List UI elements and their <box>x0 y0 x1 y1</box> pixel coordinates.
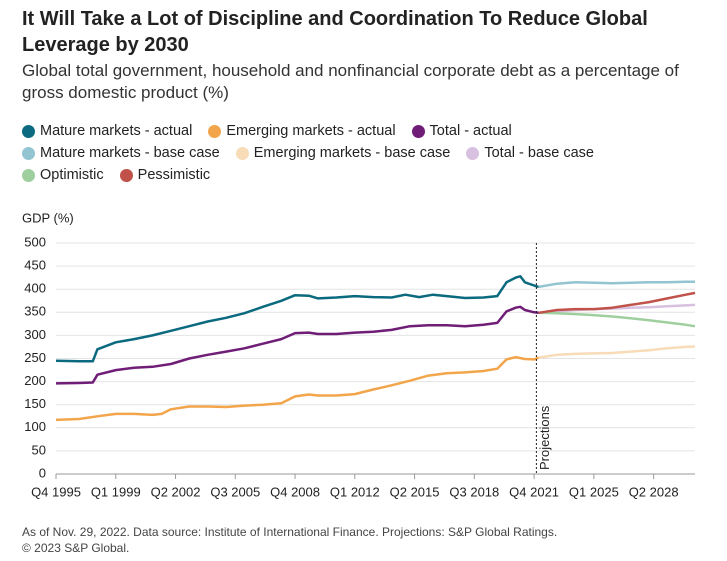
legend-marker <box>22 168 35 182</box>
legend-item: Emerging markets - base case <box>235 145 451 161</box>
x-tick-label: Q4 2021 <box>509 484 559 499</box>
legend: Mature markets - actual Emerging markets … <box>22 120 722 186</box>
y-tick-label: 400 <box>24 281 46 296</box>
x-tick-label: Q1 2025 <box>569 484 619 499</box>
y-tick-label: 450 <box>24 258 46 273</box>
legend-item: Total - actual <box>411 123 512 139</box>
legend-label: Emerging markets - actual <box>226 123 396 139</box>
x-tick-label: Q3 2005 <box>210 484 260 499</box>
footnote: As of Nov. 29, 2022. Data source: Instit… <box>22 524 557 556</box>
legend-label: Optimistic <box>40 167 104 183</box>
x-tick-label: Q4 2008 <box>270 484 320 499</box>
y-tick-label: 100 <box>24 419 46 434</box>
legend-item: Mature markets - base case <box>22 145 220 161</box>
legend-item: Total - base case <box>466 145 594 161</box>
legend-item: Pessimistic <box>119 167 211 183</box>
legend-label: Pessimistic <box>137 167 211 183</box>
x-tick-label: Q4 1995 <box>31 484 81 499</box>
legend-marker <box>235 146 249 160</box>
legend-label: Mature markets - base case <box>40 145 220 161</box>
legend-marker <box>208 124 222 138</box>
legend-marker <box>22 146 35 160</box>
line-series <box>538 311 696 328</box>
legend-item: Emerging markets - actual <box>208 123 396 139</box>
line-series <box>55 305 539 385</box>
chart-title: It Will Take a Lot of Discipline and Coo… <box>22 8 648 56</box>
line-series <box>538 345 696 359</box>
y-tick-label: 500 <box>24 234 46 249</box>
y-axis-label: GDP (%) <box>22 210 74 225</box>
line-series <box>55 355 540 422</box>
legend-label: Total - actual <box>429 123 512 139</box>
legend-marker <box>22 124 35 138</box>
y-tick-label: 250 <box>24 350 46 365</box>
x-tick-label: Q1 2012 <box>330 484 380 499</box>
line-series <box>538 280 695 289</box>
legend-label: Mature markets - actual <box>40 123 193 139</box>
x-tick-label: Q2 2015 <box>390 484 440 499</box>
legend-row: Mature markets - base case Emerging marke… <box>22 142 722 164</box>
legend-item: Optimistic <box>22 167 104 183</box>
footnote-line: © 2023 S&P Global. <box>22 541 130 555</box>
legend-label: Emerging markets - base case <box>253 145 451 161</box>
annotation: Projections <box>537 405 552 470</box>
chart-subtitle: Global total government, household and n… <box>22 61 679 102</box>
chart: GDP (%) 0 50 100 150 200 250 300 350 400 450 500 Q4… <box>22 210 696 499</box>
legend-label: Total - base case <box>484 145 594 161</box>
legend-item: Mature markets - actual <box>22 123 192 139</box>
y-tick-label: 0 <box>39 465 46 480</box>
legend-row: Mature markets - actual Emerging markets … <box>22 120 722 142</box>
line-series <box>538 291 696 315</box>
x-tick-label: Q3 2018 <box>449 484 499 499</box>
legend-row: Optimistic Pessimistic <box>22 164 722 186</box>
y-tick-label: 350 <box>24 304 46 319</box>
legend-marker <box>119 168 133 182</box>
legend-marker <box>411 124 425 138</box>
line-series <box>55 275 540 363</box>
legend-marker <box>466 146 480 160</box>
x-tick-label: Q2 2028 <box>629 484 679 499</box>
x-tick-label: Q2 2002 <box>151 484 201 499</box>
x-tick-label: Q1 1999 <box>91 484 141 499</box>
y-tick-label: 300 <box>24 327 46 342</box>
y-tick-label: 150 <box>24 396 46 411</box>
y-tick-label: 200 <box>24 373 46 388</box>
y-tick-label: 50 <box>32 442 46 457</box>
footnote-line: As of Nov. 29, 2022. Data source: Instit… <box>22 525 558 539</box>
